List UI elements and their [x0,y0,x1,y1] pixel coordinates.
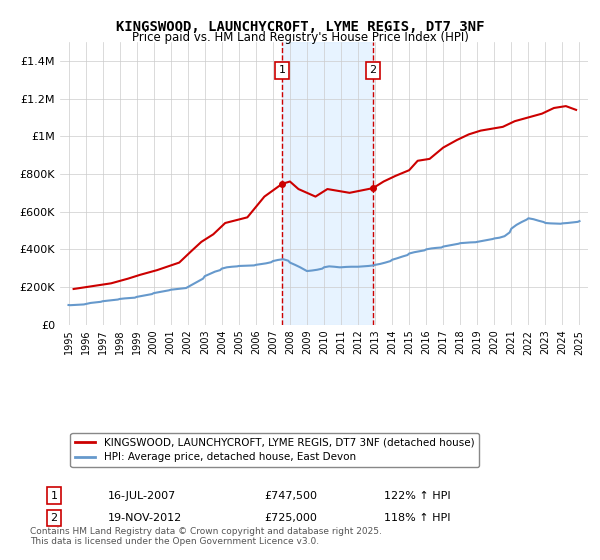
Text: Price paid vs. HM Land Registry's House Price Index (HPI): Price paid vs. HM Land Registry's House … [131,31,469,44]
Text: 16-JUL-2007: 16-JUL-2007 [108,491,176,501]
Text: £725,000: £725,000 [264,513,317,523]
Text: 1: 1 [50,491,58,501]
Text: 2: 2 [370,66,377,75]
Text: 19-NOV-2012: 19-NOV-2012 [108,513,182,523]
Text: £747,500: £747,500 [264,491,317,501]
Text: 1: 1 [278,66,286,75]
Bar [282,42,373,325]
Legend: KINGSWOOD, LAUNCHYCROFT, LYME REGIS, DT7 3NF (detached house), HPI: Average pric: KINGSWOOD, LAUNCHYCROFT, LYME REGIS, DT7… [70,433,479,466]
Text: 118% ↑ HPI: 118% ↑ HPI [384,513,451,523]
Text: Contains HM Land Registry data © Crown copyright and database right 2025.
This d: Contains HM Land Registry data © Crown c… [30,526,382,546]
Text: KINGSWOOD, LAUNCHYCROFT, LYME REGIS, DT7 3NF: KINGSWOOD, LAUNCHYCROFT, LYME REGIS, DT7… [116,20,484,34]
Text: 2: 2 [50,513,58,523]
Text: 122% ↑ HPI: 122% ↑ HPI [384,491,451,501]
